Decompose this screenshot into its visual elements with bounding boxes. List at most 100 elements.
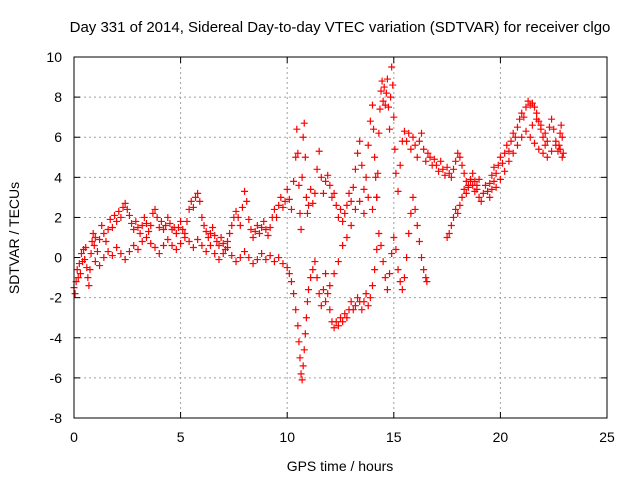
data-point xyxy=(277,193,285,201)
data-point xyxy=(362,290,370,298)
data-point xyxy=(77,250,85,258)
data-point xyxy=(366,117,374,125)
data-point xyxy=(324,171,332,179)
data-point xyxy=(422,157,430,165)
data-point xyxy=(396,278,404,286)
data-point xyxy=(96,236,104,244)
data-point xyxy=(452,157,460,165)
data-point xyxy=(298,173,306,181)
data-point xyxy=(389,81,397,89)
data-point xyxy=(503,141,511,149)
data-point xyxy=(301,330,309,338)
data-point xyxy=(383,286,391,294)
data-point xyxy=(481,181,489,189)
data-point xyxy=(315,290,323,298)
data-point xyxy=(337,205,344,213)
data-point xyxy=(162,221,170,229)
data-point xyxy=(405,129,413,137)
data-point xyxy=(196,197,204,205)
x-tick-label: 5 xyxy=(177,429,185,445)
data-point xyxy=(164,236,172,244)
data-point xyxy=(473,181,481,189)
data-point xyxy=(108,252,116,260)
data-point xyxy=(332,318,340,326)
data-point xyxy=(119,203,127,211)
data-point xyxy=(293,125,301,133)
data-point xyxy=(309,199,317,207)
data-point xyxy=(418,129,426,137)
data-point xyxy=(351,302,359,310)
data-point xyxy=(424,149,432,157)
data-point xyxy=(403,254,411,262)
data-point xyxy=(292,306,300,314)
data-point xyxy=(262,225,270,233)
data-point xyxy=(437,157,445,165)
data-point xyxy=(98,221,106,229)
data-point xyxy=(96,262,104,270)
data-point xyxy=(386,125,394,133)
data-point xyxy=(198,242,206,250)
data-point xyxy=(390,113,398,121)
data-point xyxy=(151,205,159,213)
data-point xyxy=(206,229,214,237)
data-point xyxy=(456,201,464,209)
data-point xyxy=(351,205,359,213)
data-point xyxy=(415,238,423,246)
data-point xyxy=(439,165,447,173)
data-point xyxy=(140,213,148,221)
data-point xyxy=(339,217,347,225)
data-point xyxy=(258,223,266,231)
y-tick-label: -8 xyxy=(50,410,63,426)
data-point xyxy=(106,215,114,223)
data-point xyxy=(372,173,380,181)
data-point xyxy=(531,103,539,111)
data-point xyxy=(232,207,240,215)
data-point xyxy=(134,246,142,254)
data-point xyxy=(147,221,155,229)
data-point xyxy=(475,193,483,201)
data-point xyxy=(305,201,313,209)
data-point xyxy=(326,306,334,314)
data-point xyxy=(533,109,541,117)
data-point xyxy=(347,298,355,306)
data-point xyxy=(334,213,342,221)
data-point xyxy=(194,189,202,197)
x-tick-label: 20 xyxy=(493,429,509,445)
data-point xyxy=(533,115,541,123)
data-point xyxy=(194,236,202,244)
data-point xyxy=(232,258,240,266)
data-point xyxy=(279,203,287,211)
data-point xyxy=(449,213,457,221)
data-point xyxy=(234,213,242,221)
data-point xyxy=(501,167,509,175)
data-point xyxy=(379,97,387,105)
data-point xyxy=(380,83,388,91)
data-point xyxy=(283,264,291,272)
data-point xyxy=(298,376,306,384)
data-point xyxy=(157,217,165,225)
data-point xyxy=(449,165,457,173)
data-point xyxy=(102,238,110,246)
data-point xyxy=(364,193,372,201)
data-point xyxy=(469,169,477,177)
data-point xyxy=(526,133,534,141)
data-point xyxy=(266,252,274,260)
data-point xyxy=(181,234,189,241)
data-point xyxy=(445,229,453,237)
data-point xyxy=(174,223,182,231)
data-point xyxy=(305,286,313,294)
data-point xyxy=(460,185,468,193)
data-point xyxy=(403,137,411,145)
data-point xyxy=(155,250,163,258)
data-point xyxy=(458,161,466,169)
data-point xyxy=(160,242,168,250)
data-point xyxy=(379,258,387,266)
data-point xyxy=(535,145,543,153)
data-point xyxy=(392,246,400,254)
data-point xyxy=(301,153,309,161)
data-point xyxy=(388,250,396,258)
y-tick-label: 10 xyxy=(46,49,62,65)
data-point xyxy=(121,256,129,264)
data-point xyxy=(104,248,112,256)
